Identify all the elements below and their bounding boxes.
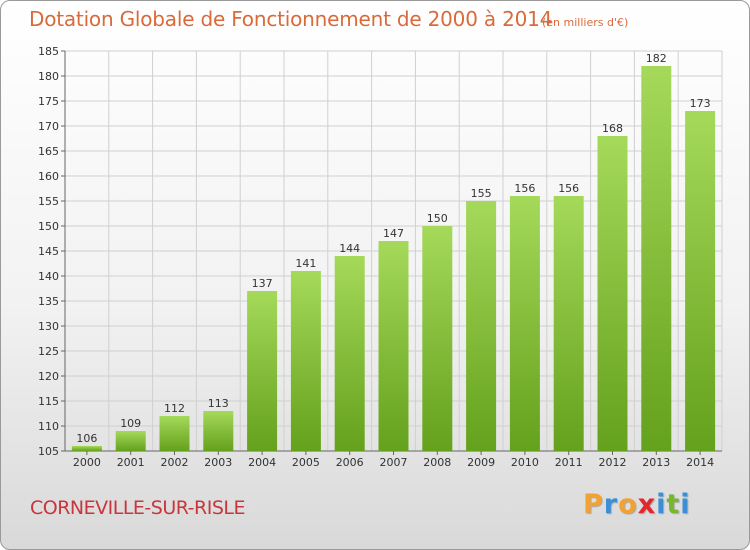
bar [115,431,146,451]
x-tick-label: 2012 [599,456,627,469]
data-label: 182 [646,52,667,65]
x-tick-label: 2014 [686,456,714,469]
data-label: 155 [471,187,492,200]
y-tick-label: 175 [38,95,59,108]
data-label: 147 [383,227,404,240]
y-tick-label: 110 [38,420,59,433]
x-tick-label: 2009 [467,456,495,469]
y-tick-label: 120 [38,370,59,383]
data-label: 112 [164,402,185,415]
x-tick-label: 2007 [380,456,408,469]
x-tick-label: 2008 [423,456,451,469]
data-label: 150 [427,212,448,225]
y-tick-label: 115 [38,395,59,408]
data-label: 173 [690,97,711,110]
logo-letter: i [680,489,691,520]
y-tick-label: 165 [38,145,59,158]
y-tick-label: 170 [38,120,59,133]
data-label: 144 [339,242,360,255]
x-tick-label: 2002 [161,456,189,469]
y-tick-label: 105 [38,445,59,458]
x-tick-label: 2000 [73,456,101,469]
y-tick-label: 180 [38,70,59,83]
bars [71,66,716,451]
bar [553,196,584,451]
x-tick-label: 2013 [642,456,670,469]
y-tick-label: 185 [38,45,59,58]
data-labels: 106 109 112 113 137 141 144 147 150 155 156 156 168 1… [76,52,710,445]
y-tick-label: 140 [38,270,59,283]
y-tick-label: 125 [38,345,59,358]
bar [509,196,540,451]
logo-letter: i [656,489,667,520]
bar [597,136,628,451]
chart-subtitle: (en milliers d'€) [542,16,629,29]
bar [641,66,672,451]
bar [203,411,234,451]
x-tick-label: 2003 [204,456,232,469]
bar [247,291,278,451]
bar [290,271,321,451]
bar [334,256,365,451]
bar [466,201,497,451]
x-tick-label: 2001 [117,456,145,469]
data-label: 156 [558,182,579,195]
x-tick-label: 2006 [336,456,364,469]
proxiti-logo[interactable]: Proxiti [583,489,691,520]
y-tick-label: 160 [38,170,59,183]
y-tick-label: 145 [38,245,59,258]
logo-letter: x [637,489,657,520]
bar [685,111,716,451]
chart-title: Dotation Globale de Fonctionnement de 20… [29,7,553,31]
bar-chart: 105 110 115 120 125 130 135 140 145 150 155 160 165 1… [38,45,723,469]
data-label: 109 [120,417,141,430]
data-label: 168 [602,122,623,135]
bar [159,416,190,451]
y-tick-label: 135 [38,295,59,308]
y-tick-label: 155 [38,195,59,208]
x-tick-label: 2004 [248,456,276,469]
logo-letter: o [618,489,638,520]
bar [422,226,453,451]
logo-letter: t [666,489,681,520]
x-tick-label: 2010 [511,456,539,469]
y-tick-label: 150 [38,220,59,233]
x-tick-label: 2011 [555,456,583,469]
logo-letter: r [603,489,619,520]
bar [71,446,102,451]
commune-name: CORNEVILLE-SUR-RISLE [30,497,246,519]
data-label: 141 [295,257,316,270]
x-tick-label: 2005 [292,456,320,469]
data-label: 156 [514,182,535,195]
y-tick-label: 130 [38,320,59,333]
bar [378,241,409,451]
logo-letter: P [583,489,604,520]
data-label: 137 [252,277,273,290]
data-label: 113 [208,397,229,410]
data-label: 106 [76,432,97,445]
